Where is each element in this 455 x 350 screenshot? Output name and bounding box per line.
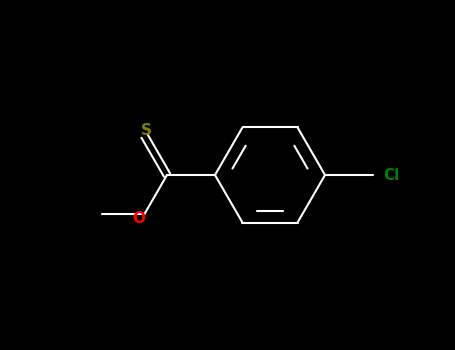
Text: Cl: Cl bbox=[383, 168, 399, 182]
Text: S: S bbox=[141, 122, 152, 138]
Text: O: O bbox=[132, 211, 145, 226]
